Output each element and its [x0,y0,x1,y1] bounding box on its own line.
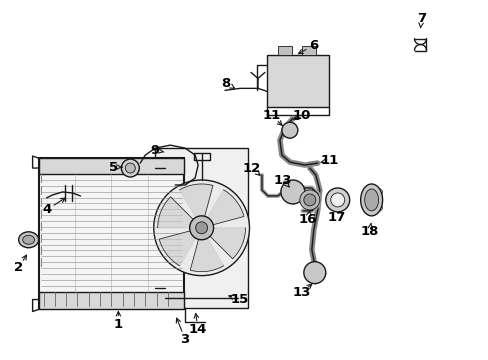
Circle shape [303,194,315,206]
Ellipse shape [19,232,39,248]
Text: 17: 17 [327,211,345,224]
Bar [277,45,291,55]
Text: 4: 4 [42,203,51,216]
Bar [301,45,315,55]
Text: 18: 18 [360,225,378,238]
Text: 9: 9 [150,144,160,157]
Text: 11: 11 [320,154,338,167]
Bar [39,158,184,174]
Circle shape [299,190,319,210]
Bar [39,158,184,310]
Text: 6: 6 [308,39,318,52]
Ellipse shape [364,189,378,211]
Bar [39,292,184,310]
Ellipse shape [360,184,382,216]
Text: 12: 12 [243,162,261,175]
Circle shape [125,163,135,173]
Text: 7: 7 [416,12,425,25]
Text: 16: 16 [298,213,316,226]
Circle shape [121,159,139,177]
Polygon shape [190,237,223,272]
Text: 15: 15 [230,293,248,306]
Bar [266,55,328,107]
Circle shape [325,188,349,212]
Polygon shape [159,230,196,266]
Text: 2: 2 [14,261,23,274]
Text: 1: 1 [114,318,122,331]
Text: 13: 13 [292,286,310,299]
Bar [155,148,247,307]
Text: 10: 10 [292,109,310,122]
Circle shape [330,193,344,207]
Text: 13: 13 [273,174,291,186]
Circle shape [303,262,325,284]
Text: 14: 14 [188,323,207,336]
Polygon shape [208,228,245,259]
Polygon shape [158,197,194,228]
Circle shape [195,222,207,234]
Text: 11: 11 [262,109,281,122]
Polygon shape [179,184,213,219]
Polygon shape [206,190,244,225]
Circle shape [281,122,297,138]
Circle shape [280,180,304,204]
Text: 5: 5 [109,161,118,174]
Ellipse shape [22,235,35,244]
Text: 3: 3 [180,333,189,346]
Circle shape [153,180,249,276]
Text: 8: 8 [221,77,230,90]
Circle shape [189,216,213,240]
